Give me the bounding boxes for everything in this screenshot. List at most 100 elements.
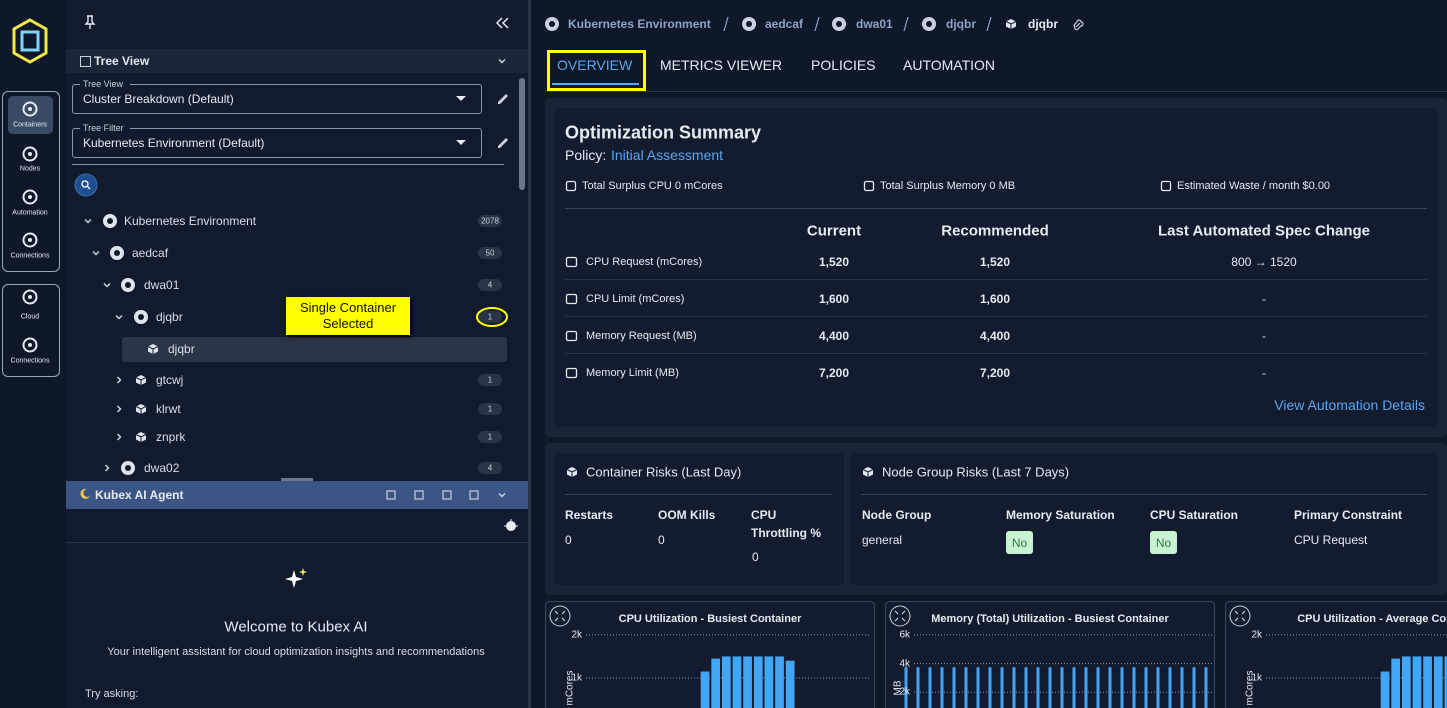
count-text: 50 — [485, 248, 495, 258]
bar — [916, 667, 920, 708]
row-icon — [565, 367, 578, 379]
bar — [976, 667, 980, 708]
node-icon — [545, 17, 559, 31]
tab[interactable]: AUTOMATION — [903, 57, 996, 73]
bar — [732, 656, 742, 708]
risk-header: Restarts — [565, 508, 614, 522]
card-title: Container Risks (Last Day) — [586, 464, 742, 480]
nav-icon — [22, 289, 38, 305]
highlight-ring — [476, 307, 508, 327]
count-text: 1 — [487, 312, 493, 322]
row-label: Memory Limit (MB) — [586, 367, 679, 379]
tree-node-label[interactable]: gtcwj — [156, 373, 184, 387]
tree-node-label[interactable]: djqbr — [168, 342, 195, 356]
count-text: 1 — [487, 375, 493, 385]
select-value[interactable]: Kubernetes Environment (Default) — [83, 136, 265, 150]
tab[interactable]: METRICS VIEWER — [660, 57, 783, 73]
bar — [928, 667, 932, 708]
breadcrumb-item[interactable]: Kubernetes Environment — [568, 17, 711, 31]
tab[interactable]: POLICIES — [811, 57, 876, 73]
annotation-box — [286, 297, 410, 335]
select-field — [72, 128, 482, 158]
table-cell: - — [1262, 329, 1266, 343]
details-link[interactable]: View Automation Details — [1274, 397, 1425, 413]
count-text: 4 — [487, 463, 493, 473]
bar — [1000, 667, 1004, 708]
select-value[interactable]: Cluster Breakdown (Default) — [83, 92, 234, 106]
toolbar-icon — [442, 490, 452, 500]
logo — [12, 18, 48, 64]
tree-node-label[interactable]: klrwt — [156, 402, 181, 416]
chart-title: Memory (Total) Utilization - Busiest Con… — [931, 613, 1169, 625]
active-tab-indicator — [552, 83, 639, 85]
nav-label[interactable]: Containers — [13, 121, 47, 129]
try-asking: Try asking: — [85, 688, 139, 700]
risk-header: Primary Constraint — [1294, 508, 1403, 522]
bar — [964, 667, 968, 708]
tree-node-label[interactable]: dwa01 — [144, 278, 180, 292]
tree-node-label[interactable]: Kubernetes Environment — [124, 214, 257, 228]
y-tick-label: 2k — [571, 629, 582, 641]
tab[interactable]: OVERVIEW — [557, 57, 633, 73]
status-badge — [1006, 531, 1033, 554]
breadcrumb-item[interactable]: djqbr — [946, 17, 976, 31]
welcome-title: Welcome to Kubex AI — [224, 618, 368, 636]
tree-node-label[interactable]: dwa02 — [144, 461, 180, 475]
stat-icon — [565, 180, 577, 192]
selected-row — [122, 337, 507, 362]
nav-label[interactable]: Connections — [10, 357, 50, 365]
chevron — [104, 464, 110, 472]
bar — [1433, 656, 1443, 708]
policy-link[interactable]: Initial Assessment — [611, 147, 724, 163]
count-text: 2078 — [481, 216, 499, 226]
toolbar-icon — [469, 490, 479, 500]
table-cell: 1,600 — [818, 292, 850, 306]
bar — [721, 656, 731, 708]
bar — [1024, 667, 1028, 708]
chart-panel — [545, 601, 875, 708]
divider — [565, 208, 1427, 209]
chevron — [116, 376, 122, 384]
row-label: CPU Limit (mCores) — [586, 293, 685, 305]
expand-button — [549, 605, 571, 627]
chevron — [115, 314, 123, 320]
tree-node-label[interactable]: aedcaf — [132, 246, 169, 260]
chevron — [116, 405, 122, 413]
status-text: No — [1155, 536, 1172, 550]
card-inner — [555, 108, 1437, 427]
nav-label[interactable]: Connections — [10, 252, 50, 260]
tree-node-label[interactable]: znprk — [156, 430, 186, 444]
sparkle-icon — [285, 568, 307, 588]
stat-icon — [1160, 180, 1172, 192]
nav-label[interactable]: Automation — [12, 209, 48, 217]
select-field — [72, 84, 482, 114]
chart-title: CPU Utilization - Average Container — [1297, 613, 1447, 625]
bar — [1380, 671, 1390, 708]
bar — [1144, 667, 1148, 708]
separator — [814, 16, 820, 32]
chevron — [116, 433, 122, 441]
breadcrumb-item: djqbr — [1028, 17, 1058, 31]
annotation-text: Single Container Selected — [299, 300, 397, 331]
tree-node-label[interactable]: djqbr — [156, 310, 183, 324]
container-icon — [566, 467, 578, 477]
table-cell: - — [1262, 366, 1266, 380]
nav-icon — [22, 146, 38, 162]
container-icon — [135, 404, 147, 414]
count-badge — [478, 374, 502, 386]
y-tick-label: 1k — [1251, 672, 1262, 684]
y-tick-label: 4k — [899, 658, 910, 670]
nav-label[interactable]: Cloud — [20, 313, 40, 321]
tab-highlight — [547, 50, 646, 91]
breadcrumb-item[interactable]: aedcaf — [765, 17, 804, 31]
stat: Estimated Waste / month $0.00 — [1177, 180, 1331, 192]
row-label: Memory Request (MB) — [586, 330, 697, 342]
node-icon — [103, 214, 117, 228]
bar — [1412, 656, 1422, 708]
nav-label[interactable]: Nodes — [19, 165, 41, 173]
y-tick-label: 2k — [899, 686, 910, 698]
breadcrumb-item[interactable]: dwa01 — [856, 17, 893, 31]
bar — [753, 656, 763, 708]
node-icon — [121, 278, 135, 292]
